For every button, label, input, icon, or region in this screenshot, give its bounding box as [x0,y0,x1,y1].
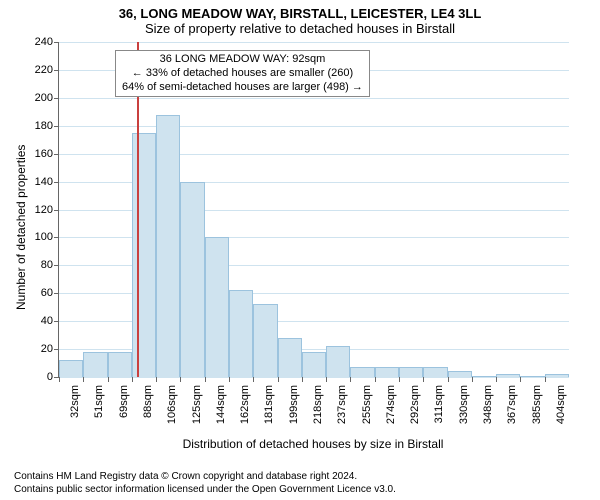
x-tick-label: 88sqm [142,385,154,418]
x-tick [496,377,497,382]
x-tick [253,377,254,382]
x-tick-label: 385sqm [531,385,543,424]
y-tick-label: 40 [41,315,59,327]
y-axis-label: Number of detached properties [14,145,28,310]
y-tick-label: 140 [35,176,59,188]
x-tick [399,377,400,382]
x-tick-label: 51sqm [93,385,105,418]
x-tick [180,377,181,382]
x-tick [229,377,230,382]
histogram-bar [253,304,277,377]
x-tick-label: 348sqm [482,385,494,424]
footer-line-1: Contains HM Land Registry data © Crown c… [14,471,396,484]
y-tick-label: 180 [35,120,59,132]
gridline [59,42,569,43]
histogram-bar [156,115,180,377]
x-tick-label: 237sqm [336,385,348,424]
y-tick-label: 120 [35,204,59,216]
x-tick-label: 199sqm [288,385,300,424]
gridline [59,98,569,99]
x-tick-label: 404sqm [555,385,567,424]
x-tick-label: 69sqm [118,385,130,418]
chart-title: 36, LONG MEADOW WAY, BIRSTALL, LEICESTER… [0,6,600,21]
histogram-bar [472,376,496,377]
x-tick [423,377,424,382]
x-tick [59,377,60,382]
x-tick-label: 330sqm [458,385,470,424]
y-tick-label: 240 [35,36,59,48]
x-tick [520,377,521,382]
y-tick-label: 160 [35,148,59,160]
x-tick-label: 181sqm [263,385,275,424]
histogram-bar [205,237,229,377]
annotation-line-1: 36 LONG MEADOW WAY: 92sqm [122,53,363,67]
gridline [59,377,569,378]
histogram-bar [108,352,132,377]
x-tick-label: 144sqm [215,385,227,424]
histogram-bar [59,360,83,377]
histogram-bar [350,367,374,377]
histogram-bar [496,374,520,377]
histogram-bar [229,290,253,377]
x-tick-label: 125sqm [191,385,203,424]
annotation-line-3: 64% of semi-detached houses are larger (… [122,81,363,95]
x-tick-label: 106sqm [166,385,178,424]
y-tick-label: 200 [35,92,59,104]
histogram-bar [399,367,423,377]
x-tick-label: 367sqm [506,385,518,424]
x-tick [108,377,109,382]
attribution-footer: Contains HM Land Registry data © Crown c… [0,471,396,496]
histogram-bar [375,367,399,377]
x-tick [205,377,206,382]
x-tick [302,377,303,382]
x-tick [472,377,473,382]
x-tick [132,377,133,382]
histogram-bar [326,346,350,377]
annotation-line-2: ← 33% of detached houses are smaller (26… [122,67,363,81]
histogram-bar [278,338,302,377]
x-tick-label: 32sqm [69,385,81,418]
y-tick-label: 60 [41,287,59,299]
x-tick [448,377,449,382]
y-tick-label: 20 [41,343,59,355]
x-tick [375,377,376,382]
x-tick-label: 218sqm [312,385,324,424]
y-tick-label: 80 [41,259,59,271]
y-tick-label: 220 [35,64,59,76]
histogram-bar [83,352,107,377]
histogram-bar [132,133,156,377]
footer-line-2: Contains public sector information licen… [14,484,396,497]
histogram-bar [302,352,326,377]
histogram-bar [423,367,447,377]
x-tick-label: 311sqm [433,385,445,423]
x-tick [156,377,157,382]
histogram-bar [545,374,569,377]
gridline [59,126,569,127]
histogram-bar [180,182,204,377]
x-tick-label: 292sqm [409,385,421,424]
y-tick-label: 0 [47,371,59,383]
x-tick-label: 255sqm [361,385,373,424]
x-axis-label: Distribution of detached houses by size … [58,437,568,451]
x-tick [350,377,351,382]
x-tick [545,377,546,382]
y-tick-label: 100 [35,231,59,243]
chart-plot-area: 02040608010012014016018020022024032sqm51… [58,42,569,378]
annotation-box: 36 LONG MEADOW WAY: 92sqm← 33% of detach… [115,50,370,97]
x-tick [83,377,84,382]
chart-subtitle: Size of property relative to detached ho… [0,21,600,36]
histogram-bar [520,376,544,377]
histogram-bar [448,371,472,377]
x-tick-label: 162sqm [239,385,251,424]
x-tick [326,377,327,382]
x-tick-label: 274sqm [385,385,397,424]
x-tick [278,377,279,382]
